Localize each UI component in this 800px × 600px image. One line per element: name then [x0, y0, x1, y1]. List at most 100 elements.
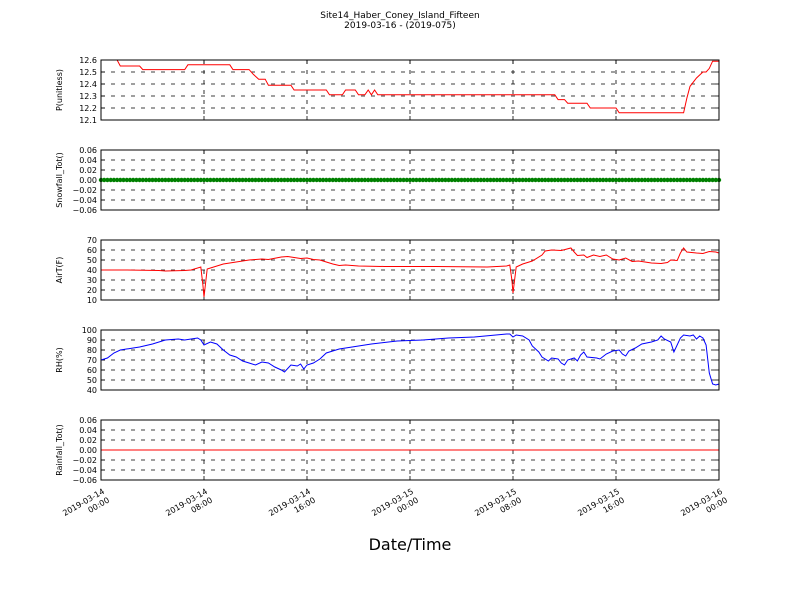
- x-tick-label: 2019-03-1416:00: [267, 487, 317, 527]
- y-tick-label: 0.06: [79, 416, 97, 425]
- data-point: [394, 177, 400, 183]
- data-point: [404, 177, 409, 183]
- y-tick-label: −0.04: [72, 196, 97, 205]
- data-point: [230, 177, 236, 183]
- data-point: [485, 177, 490, 183]
- data-point: [359, 177, 364, 183]
- data-point: [308, 177, 313, 183]
- panel-frame: [100, 419, 720, 481]
- data-point: [320, 177, 326, 183]
- panel-snowfall: −0.06−0.04−0.020.000.020.040.06 Snowfall_…: [55, 146, 722, 215]
- data-point: [160, 177, 165, 183]
- data-point: [462, 177, 467, 183]
- data-point: [710, 177, 715, 183]
- data-point: [195, 177, 200, 183]
- data-point: [279, 177, 284, 183]
- data-point: [275, 177, 281, 183]
- data-point: [401, 177, 406, 183]
- data-point: [301, 177, 306, 183]
- data-point: [253, 177, 258, 183]
- y-tick-label: 40: [87, 386, 97, 395]
- data-point: [291, 177, 297, 183]
- data-point: [105, 177, 110, 183]
- data-point: [520, 177, 525, 183]
- data-point: [678, 177, 683, 183]
- data-point: [337, 177, 342, 183]
- data-point: [491, 177, 496, 183]
- data-point: [658, 177, 664, 183]
- panel-frame: [100, 239, 720, 301]
- data-point: [169, 177, 174, 183]
- data-point: [600, 177, 606, 183]
- data-point: [259, 177, 265, 183]
- x-tick-label: 2019-03-1400:00: [61, 487, 111, 527]
- data-point: [131, 177, 136, 183]
- data-point: [172, 177, 178, 183]
- y-tick-label: 50: [87, 256, 97, 265]
- data-point: [446, 177, 451, 183]
- y-tick-label: 100: [82, 326, 97, 335]
- data-point: [539, 177, 545, 183]
- data-point: [703, 177, 709, 183]
- data-point: [188, 177, 194, 183]
- data-point: [340, 177, 345, 183]
- data-point: [646, 177, 651, 183]
- y-tick-label: 0.02: [79, 166, 97, 175]
- data-point: [707, 177, 712, 183]
- y-tick-label: 12.5: [79, 68, 97, 77]
- data-point: [449, 177, 454, 183]
- x-axis-label: Date/Time: [369, 535, 452, 554]
- data-point: [263, 177, 268, 183]
- data-point: [662, 177, 667, 183]
- data-point: [282, 177, 287, 183]
- data-point: [333, 177, 339, 183]
- data-point: [459, 177, 464, 183]
- x-tick-label: 2019-03-1516:00: [576, 487, 626, 527]
- x-tick-label: 2019-03-1600:00: [679, 487, 729, 527]
- data-point: [201, 177, 207, 183]
- data-point: [543, 177, 548, 183]
- data-point: [398, 177, 403, 183]
- data-point: [555, 177, 561, 183]
- data-point: [652, 177, 657, 183]
- y-tick-label: 70: [87, 356, 97, 365]
- data-point: [687, 177, 693, 183]
- data-point: [343, 177, 348, 183]
- data-point: [298, 177, 303, 183]
- data-point: [411, 177, 416, 183]
- data-point: [684, 177, 689, 183]
- y-tick-label: −0.02: [72, 456, 97, 465]
- data-point: [137, 177, 142, 183]
- panel-rainfall: −0.06−0.04−0.020.000.020.040.06 Rainfall_…: [55, 416, 720, 485]
- data-point: [140, 177, 145, 183]
- y-tick-label: −0.02: [72, 186, 97, 195]
- data-point: [185, 177, 191, 183]
- data-point: [440, 177, 445, 183]
- data-point: [362, 177, 368, 183]
- y-tick-label: 0.02: [79, 436, 97, 445]
- data-point: [147, 177, 152, 183]
- data-point: [121, 177, 126, 183]
- data-point: [694, 177, 699, 183]
- data-point: [208, 177, 213, 183]
- data-point: [649, 177, 654, 183]
- series-line: [101, 247, 720, 298]
- data-point: [214, 177, 220, 183]
- data-point: [420, 177, 426, 183]
- x-tick-label: 2019-03-1500:00: [370, 487, 420, 527]
- data-point: [526, 177, 532, 183]
- data-point: [594, 177, 599, 183]
- data-point: [478, 177, 483, 183]
- data-point: [578, 177, 583, 183]
- data-point: [510, 177, 516, 183]
- y-axis-label: P(unitless): [55, 69, 64, 111]
- data-point: [150, 177, 155, 183]
- data-point: [681, 177, 686, 183]
- data-point: [372, 177, 377, 183]
- data-point: [536, 177, 541, 183]
- data-point: [700, 177, 706, 183]
- data-point: [375, 177, 380, 183]
- data-point: [523, 177, 529, 183]
